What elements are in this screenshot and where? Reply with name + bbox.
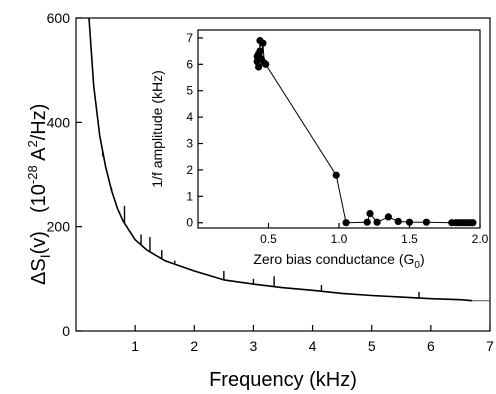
inset-y-tick-label: 6 (186, 57, 193, 71)
inset-y-tick-label: 0 (186, 216, 193, 230)
inset-y-tick-group: 0 1 2 3 4 5 6 7 (186, 31, 203, 230)
main-x-tick-label: 1 (131, 338, 139, 354)
svg-text:(10-28 A2/Hz): (10-28 A2/Hz) (25, 104, 50, 213)
y-title-argument: (v) (28, 231, 50, 254)
inset-data-point (255, 63, 263, 71)
main-x-tick-label: 2 (190, 338, 198, 354)
inset-data-point (332, 171, 340, 179)
inset-data-point (262, 60, 270, 68)
main-spikes-group (101, 151, 420, 299)
inset-y-axis-title: 1/f amplitude (kHz) (149, 70, 165, 187)
main-series-group (88, 17, 490, 302)
inset-y-tick-label: 3 (186, 137, 193, 151)
main-plot-frame (75, 17, 491, 332)
inset-x-tick-label: 1.5 (401, 232, 418, 246)
inset-y-tick-label: 4 (186, 110, 193, 124)
inset-x-tick-label: 0.5 (260, 232, 277, 246)
main-y-tick-label: 600 (47, 10, 71, 26)
main-y-tick-label: 400 (47, 114, 71, 130)
svg-text:ΔSI(v): ΔSI(v) (28, 231, 53, 285)
main-x-tick-label: 5 (368, 338, 376, 354)
y-title-subscript: I (37, 254, 53, 258)
inset-x-axis-title: Zero bias conductance (G0) (253, 251, 424, 271)
main-y-axis-title: ΔSI(v) (10-28 A2/Hz) (25, 104, 53, 285)
inset-data-point (394, 217, 402, 225)
y-title-units-open: (10 (28, 184, 50, 213)
inset-series-group (253, 37, 477, 227)
inset-data-point (366, 209, 374, 218)
inset-x-title-subscript: 0 (414, 260, 420, 271)
main-noise-spectrum-line (88, 17, 473, 302)
y-title-symbol: ΔS (28, 258, 50, 285)
y-title-units-ampere: A (28, 147, 50, 165)
inset-data-point (259, 39, 267, 47)
inset-y-tick-label: 7 (186, 31, 193, 45)
y-title-units-close: /Hz) (28, 104, 50, 141)
inset-x-tick-label: 1.0 (331, 232, 348, 246)
inset-x-title-text: Zero bias conductance (G (253, 251, 414, 267)
inset-x-tick-label: 2.0 (472, 232, 489, 246)
inset-data-point (469, 219, 477, 227)
y-title-units-exponent: -28 (25, 165, 40, 184)
inset-data-point (363, 218, 371, 226)
inset-background (198, 30, 480, 228)
main-x-tick-label: 3 (250, 338, 258, 354)
inset-y-tick-label: 5 (186, 84, 193, 98)
main-y-tick-label: 200 (47, 219, 71, 235)
inset-data-point (342, 219, 350, 227)
inset-y-tick-label: 1 (186, 189, 193, 203)
main-y-tick-group: 0 200 400 600 (47, 10, 82, 339)
y-title-units-square: 2 (25, 140, 40, 147)
inset-data-point (422, 218, 430, 226)
inset-y-tick-label: 2 (186, 163, 193, 177)
main-x-tick-label: 7 (486, 338, 494, 354)
inset-data-point (373, 218, 381, 226)
main-x-axis-title: Frequency (kHz) (209, 369, 357, 391)
main-x-tick-label: 6 (427, 338, 435, 354)
inset-x-title-close: ) (420, 251, 425, 267)
main-x-tick-label: 4 (309, 338, 317, 354)
main-x-tick-group: 1 2 3 4 5 6 7 (131, 325, 494, 354)
main-y-tick-label: 0 (62, 323, 70, 339)
inset-data-point (405, 218, 414, 226)
inset-x-tick-group: 0.5 1.0 1.5 2.0 (260, 223, 489, 246)
inset-data-point (256, 47, 264, 55)
inset-data-point (384, 213, 392, 221)
